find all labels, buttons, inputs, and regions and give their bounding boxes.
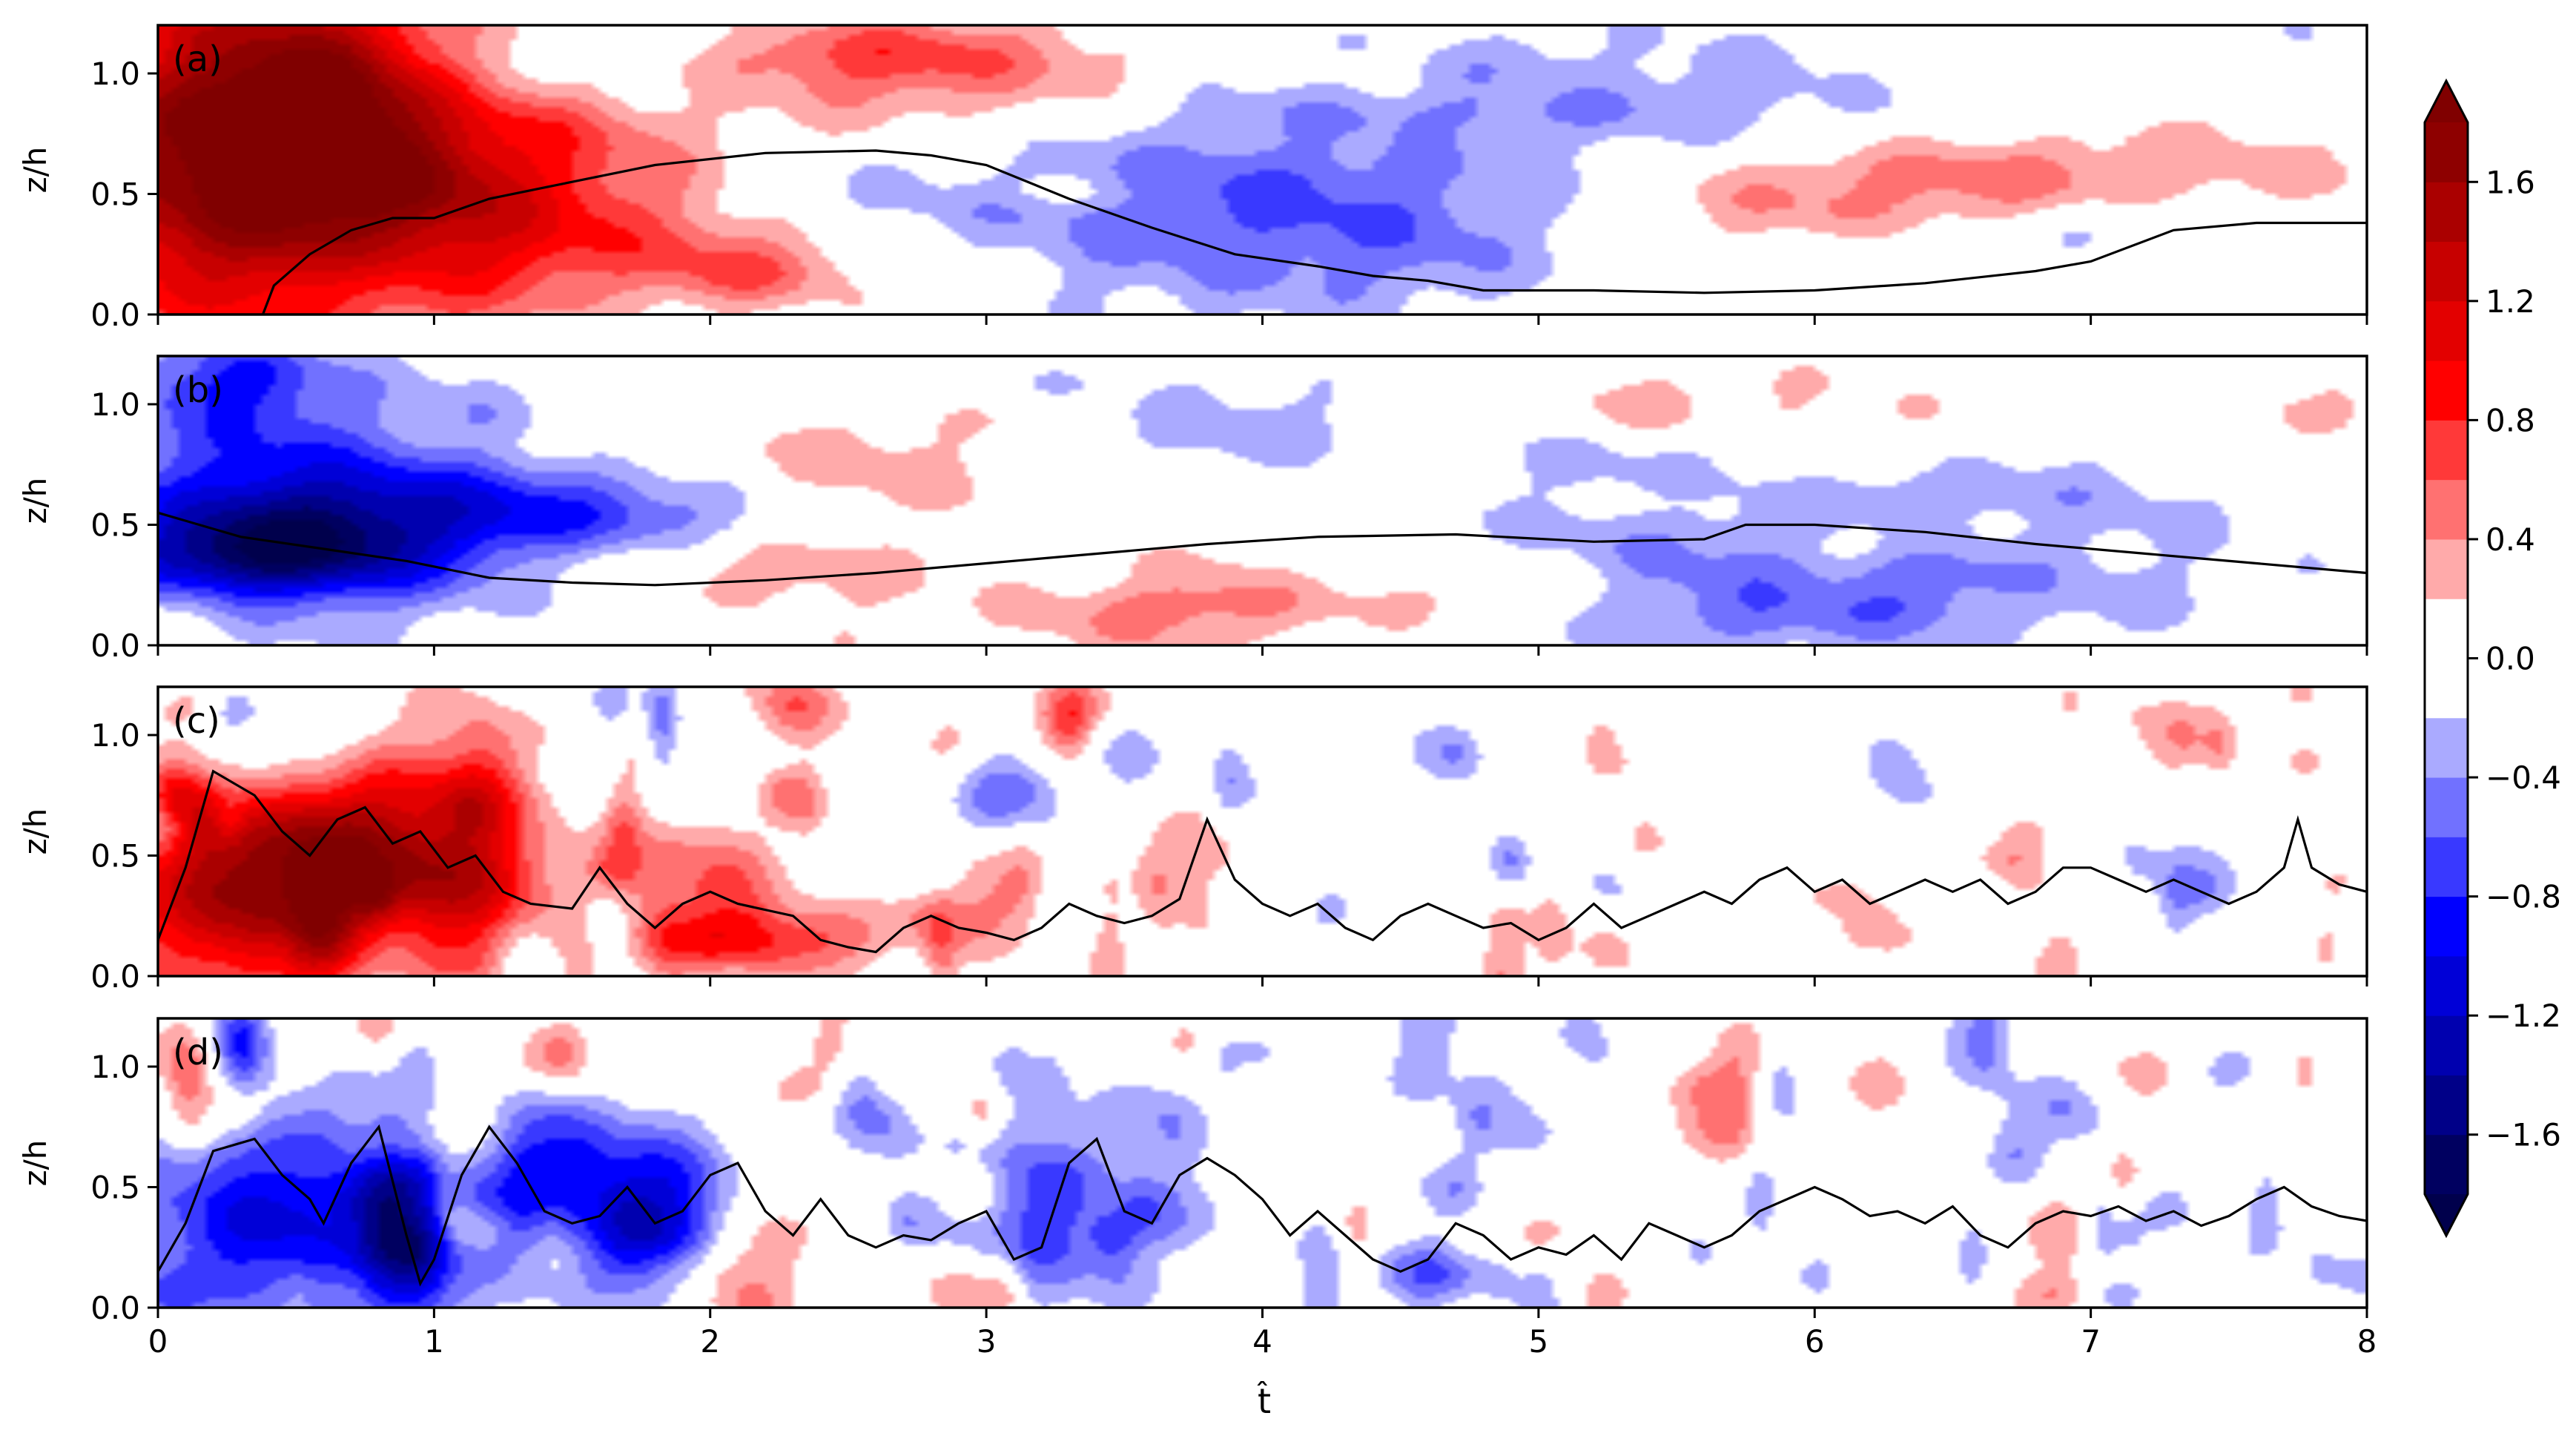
y-axis-label: z/h xyxy=(17,147,53,194)
colorbar-band xyxy=(2425,1015,2468,1075)
heatmap-field xyxy=(158,25,2367,314)
colorbar-band xyxy=(2425,360,2468,421)
y-axis-label: z/h xyxy=(17,1140,53,1187)
contour-line xyxy=(156,769,2368,954)
colorbar-tick-label: −1.6 xyxy=(2486,1117,2561,1153)
colorbar-tick-label: 0.4 xyxy=(2486,521,2535,558)
colorbar-tick-label: −0.8 xyxy=(2486,879,2561,915)
colorbar-band xyxy=(2425,777,2468,837)
colorbar-tick-label: −0.4 xyxy=(2486,760,2561,796)
colorbar-band xyxy=(2425,837,2468,897)
y-tick-label: 0.0 xyxy=(90,627,140,664)
contour-line xyxy=(156,1124,2368,1287)
y-tick-label: 1.0 xyxy=(90,717,140,754)
x-axis-label: t̂ xyxy=(1257,1381,1271,1421)
x-tick-label: 0 xyxy=(148,1323,168,1360)
y-axis-label: z/h xyxy=(17,808,53,855)
colorbar-band xyxy=(2425,300,2468,361)
colorbar-band xyxy=(2425,1134,2468,1195)
heatmap-field xyxy=(158,687,2367,976)
x-tick-label: 5 xyxy=(1529,1323,1549,1360)
x-tick-label: 4 xyxy=(1252,1323,1272,1360)
x-tick-label: 3 xyxy=(977,1323,997,1360)
colorbar-band xyxy=(2425,599,2468,659)
panel-label: (c) xyxy=(173,700,220,742)
y-tick-label: 1.0 xyxy=(90,56,140,92)
colorbar-tick-label: −1.2 xyxy=(2486,998,2561,1034)
heatmap-field xyxy=(158,1018,2367,1308)
panel-b: 0.0 0.5 1.0 z/h (b) xyxy=(17,355,2368,664)
colorbar-extend-top xyxy=(2425,81,2468,122)
y-tick-label: 0.5 xyxy=(90,177,140,213)
x-tick-label: 2 xyxy=(700,1323,720,1360)
panel-c: 0.0 0.5 1.0 z/h (c) xyxy=(17,685,2368,995)
colorbar-band xyxy=(2425,1075,2468,1136)
colorbar-tick-label: 1.6 xyxy=(2486,164,2535,200)
x-tick-label: 6 xyxy=(1805,1323,1825,1360)
x-tick-label: 7 xyxy=(2081,1323,2101,1360)
colorbar-band xyxy=(2425,182,2468,243)
y-tick-label: 0.0 xyxy=(90,1290,140,1326)
panels-layer: 0.0 0.5 1.0 z/h (a) 0.0 0.5 1.0 z/h (b) 0.0 0.5 1.0 z… xyxy=(17,24,2377,1360)
colorbar-band xyxy=(2425,717,2468,778)
contour-line xyxy=(157,511,2368,587)
y-tick-label: 0.5 xyxy=(90,838,140,874)
panel-label: (d) xyxy=(173,1032,223,1073)
colorbar-band xyxy=(2425,122,2468,182)
colorbar-outline xyxy=(2423,78,2469,1239)
y-tick-label: 0.0 xyxy=(90,958,140,995)
colorbar-band xyxy=(2425,479,2468,540)
colorbar-band xyxy=(2425,658,2468,719)
colorbar-band xyxy=(2425,538,2468,599)
colorbar-tick-label: 0.0 xyxy=(2486,641,2535,677)
colorbar-band xyxy=(2425,955,2468,1016)
panel-d: 0.0 0.5 1.0 0 1 2 3 4 5 6 7 8 z/h (d) xyxy=(17,1017,2377,1360)
y-tick-label: 0.5 xyxy=(90,1170,140,1206)
contour-line xyxy=(262,149,2367,315)
panel-label: (b) xyxy=(173,369,223,411)
x-tick-label: 8 xyxy=(2357,1323,2377,1360)
heatmap-field xyxy=(158,356,2367,645)
y-axis-label: z/h xyxy=(17,478,53,524)
colorbar-band xyxy=(2425,896,2468,957)
y-tick-label: 1.0 xyxy=(90,1049,140,1085)
x-tick-label: 1 xyxy=(424,1323,444,1360)
y-tick-label: 1.0 xyxy=(90,386,140,423)
panel-a: 0.0 0.5 1.0 z/h (a) xyxy=(17,24,2368,333)
colorbar-band xyxy=(2425,241,2468,302)
y-tick-label: 0.5 xyxy=(90,507,140,544)
y-tick-label: 0.0 xyxy=(90,297,140,333)
colorbar: 1.6 1.2 0.8 0.4 0.0 −0.4 −0.8 −1.2 −1.6 xyxy=(2423,78,2561,1239)
colorbar-extend-bottom xyxy=(2425,1194,2468,1236)
colorbar-band xyxy=(2425,420,2468,481)
panel-label: (a) xyxy=(173,39,222,80)
colorbar-tick-label: 0.8 xyxy=(2486,402,2535,438)
colorbar-tick-label: 1.2 xyxy=(2486,283,2535,320)
